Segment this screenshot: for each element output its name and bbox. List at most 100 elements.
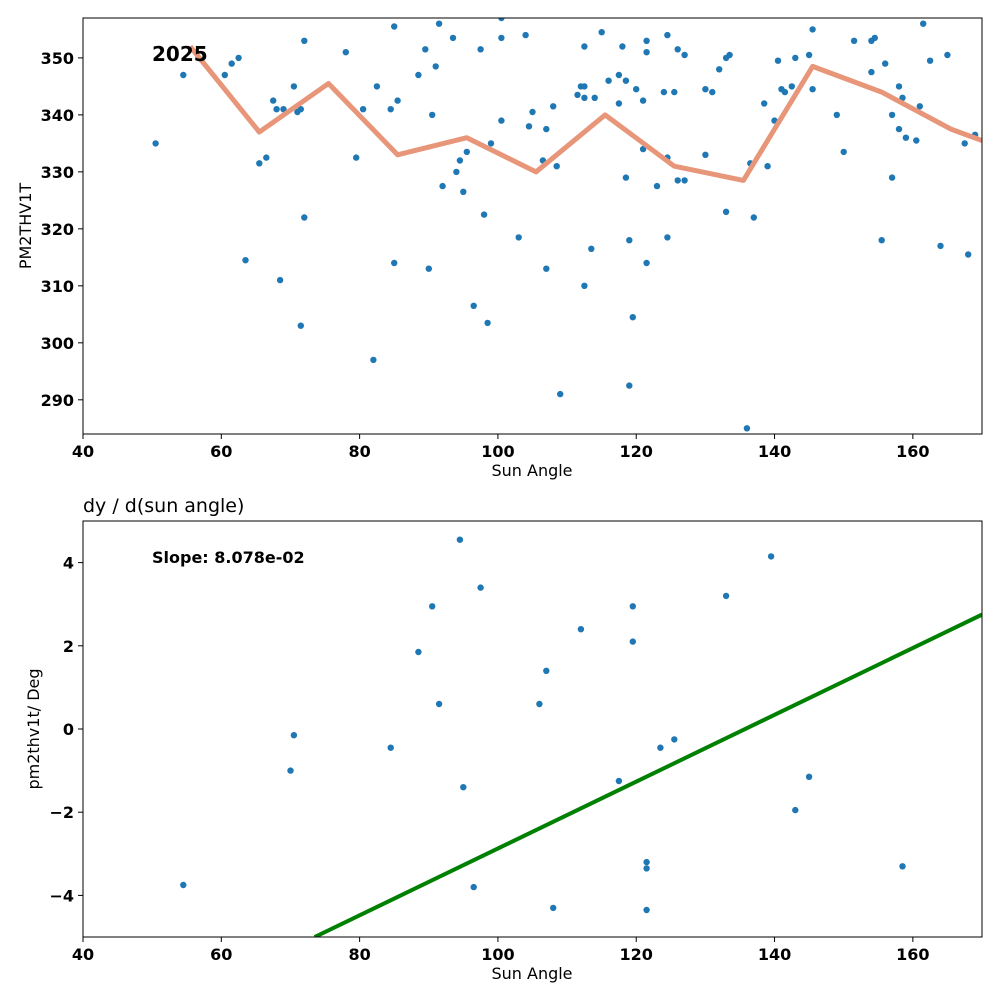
top-data-point [643,49,650,56]
top-data-point [850,37,858,44]
bot-y-tick-label: −2 [49,803,74,822]
bot-data-point [629,638,636,645]
top-data-point [868,68,875,76]
bot-data-point [657,744,664,751]
top-data-point [235,54,242,62]
top-data-point [456,157,464,164]
top-data-point [615,100,623,107]
bot-y-tick-label: 4 [63,554,74,573]
top-y-tick-label: 340 [41,106,74,125]
top-data-point [543,125,550,133]
top-data-point [926,57,934,64]
top-data-point [359,106,367,113]
top-data-point [633,86,640,93]
top-data-point [840,148,847,156]
top-data-point [702,151,709,158]
bot-x-tick-label: 100 [481,945,514,964]
top-data-point [937,242,944,250]
top-data-point [774,57,782,64]
top-data-point [809,86,816,93]
top-data-point [605,77,612,84]
top-data-point [453,168,460,176]
top-data-point [761,100,768,107]
top-data-point [961,140,968,147]
top-trend-line [188,44,982,183]
top-data-point [273,106,280,113]
top-data-point [435,20,443,27]
bot-data-point [429,603,436,610]
top-data-point [871,34,878,42]
top-data-point [626,382,633,389]
bot-data-point [435,700,443,708]
bot-data-point [287,767,294,774]
top-data-point [888,174,896,181]
top-data-point [598,29,605,36]
top-data-point [899,94,906,102]
top-data-point [515,234,522,241]
top-data-point [280,106,287,113]
bot-x-tick-label: 120 [620,945,653,964]
top-data-point [297,322,304,329]
top-data-point [643,37,650,44]
top-data-point [449,34,457,42]
top-y-tick-label: 330 [41,163,74,182]
bot-y-tick-label: −4 [49,886,74,905]
top-data-point [660,88,668,96]
top-x-tick-label: 120 [620,442,653,461]
top-y-axis: 290 300 310 320 330 340 350 [41,49,83,410]
bot-data-point [643,906,650,914]
top-x-tick-label: 100 [481,442,514,461]
bot-data-point [536,700,543,708]
top-data-point [944,51,951,59]
top-x-tick-label: 80 [348,442,370,461]
top-data-point [550,103,557,110]
top-x-tick-label: 140 [758,442,791,461]
top-axes-frame [82,17,983,435]
bottom-x-axis-label: Sun Angle [491,964,572,983]
top-data-point [781,88,789,96]
top-data-point [487,140,495,147]
top-data-point [276,276,284,284]
top-data-point [888,111,896,119]
top-y-tick-label: 350 [41,49,74,68]
top-data-point [394,97,401,104]
top-data-point [653,182,661,190]
top-data-point [643,259,650,267]
top-data-point [460,188,467,195]
top-data-point [709,88,716,96]
top-data-point [716,66,723,73]
top-x-tick-label: 160 [896,442,929,461]
top-data-point [833,111,840,119]
top-y-tick-label: 320 [41,220,74,239]
bot-data-point [387,744,394,751]
top-data-point [574,91,581,99]
top-data-point [477,46,484,53]
top-data-point [626,237,633,244]
bot-data-point [722,592,730,600]
bot-data-point [767,553,775,560]
top-data-point [373,83,381,90]
top-x-axis: 40 60 80 100 120 140 160 [72,434,930,461]
top-plot-area [152,18,982,432]
top-data-point [622,174,630,181]
bot-x-tick-label: 40 [72,945,94,964]
top-data-point [498,117,505,124]
top-data-point [722,208,730,215]
top-data-point [387,106,394,113]
top-data-point [671,88,678,96]
top-data-point [965,251,972,258]
top-data-point [681,51,688,59]
top-data-point [301,37,308,44]
top-data-point [878,237,885,244]
bot-data-point [643,865,650,872]
top-data-point [522,31,529,39]
bot-y-tick-label: 2 [63,637,74,656]
top-data-point [764,163,771,170]
top-data-point [425,265,432,272]
top-data-point [301,214,308,221]
top-data-point [498,18,505,22]
top-data-point [353,154,360,161]
top-data-point [809,26,816,33]
top-data-point [553,163,560,170]
